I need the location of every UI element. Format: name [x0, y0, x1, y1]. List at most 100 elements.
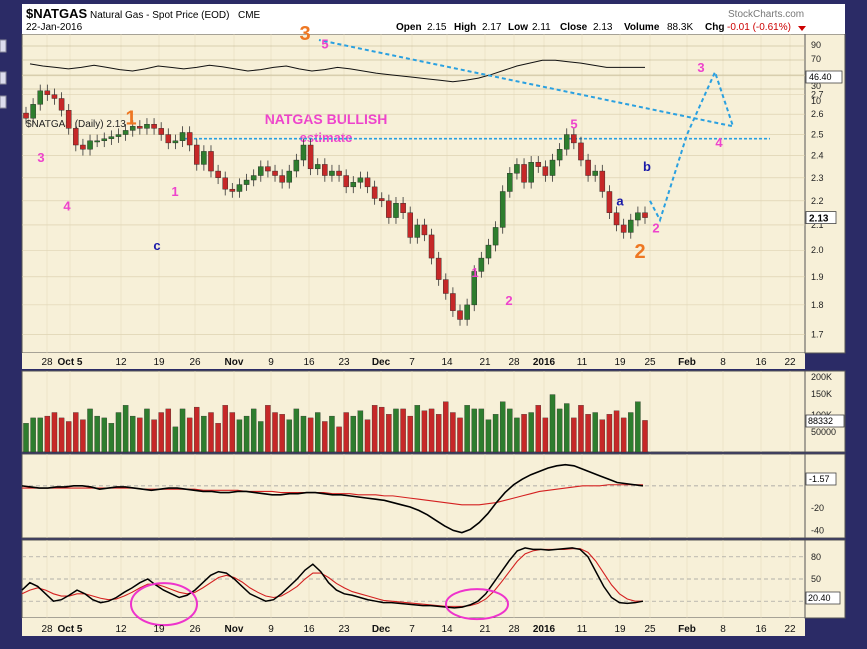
candle [179, 132, 186, 142]
volume-tick-label: 200K [811, 372, 832, 382]
candle [443, 279, 449, 294]
price-tick-label: 2.2 [811, 196, 824, 206]
volume-bar [414, 405, 421, 453]
volume-bar [507, 408, 513, 453]
osc2-tick-label: 80 [811, 552, 821, 562]
volume-bar [258, 421, 264, 453]
candle [272, 170, 278, 176]
volume-bar [73, 412, 79, 453]
price-tick-label: 1.7 [811, 330, 824, 340]
chg-dropdown-icon[interactable] [798, 26, 806, 31]
candle [286, 170, 293, 183]
x-tick-label-top: 14 [441, 357, 453, 368]
volume-bar [137, 417, 143, 453]
volume-bar [386, 414, 392, 453]
x-tick-label-top: 22 [784, 357, 796, 368]
candle [578, 142, 584, 161]
candle [165, 134, 172, 144]
candle [30, 104, 36, 119]
volume-bar [379, 406, 385, 453]
price-tick-label: 2.0 [811, 245, 824, 255]
volume-bar [30, 417, 36, 453]
mini-osc-tick-label: 10 [811, 96, 821, 106]
osc2-black-line [21, 547, 644, 609]
volume-bar [115, 412, 122, 453]
candle [343, 175, 349, 188]
candle [421, 224, 428, 236]
volume-bar [222, 405, 228, 453]
candle [23, 112, 29, 119]
volume-bar [51, 412, 58, 453]
x-tick-label-bottom: 19 [614, 624, 626, 635]
x-tick-label-bottom: 22 [784, 624, 796, 635]
volume-bar [435, 414, 442, 453]
candle [571, 134, 577, 144]
candle [122, 130, 129, 135]
x-tick-label-bottom: 11 [577, 624, 588, 635]
candle [322, 164, 328, 176]
candle [393, 202, 399, 218]
volume-bar [108, 423, 115, 453]
volume-bar [428, 408, 435, 453]
candle [542, 166, 549, 176]
x-tick-label-top: 16 [755, 357, 767, 368]
candle [528, 162, 534, 183]
volume-bar [542, 417, 549, 453]
window-button-1[interactable] [0, 39, 7, 53]
x-tick-label-bottom: Nov [225, 624, 244, 635]
brand[interactable]: StockCharts.com [728, 9, 804, 20]
candle [201, 151, 207, 165]
volume-bar [578, 405, 584, 453]
price-tick-label: 2.4 [811, 151, 824, 161]
wave-label-major: 3 [299, 23, 310, 45]
candle [144, 124, 150, 129]
osc1-tick-label: -40 [811, 525, 824, 535]
x-tick-label-bottom: 25 [644, 624, 656, 635]
candle [229, 188, 236, 192]
candle [620, 224, 627, 233]
candle [158, 128, 164, 135]
price-tick-label: 2.5 [811, 130, 824, 140]
date: 22-Jan-2016 [26, 22, 83, 33]
x-tick-label-top: Oct 5 [57, 357, 82, 368]
x-tick-label-top: 7 [409, 357, 415, 368]
volume-bar [272, 412, 278, 453]
price-tick-label: 2.7 [811, 90, 824, 100]
header-band [22, 4, 845, 34]
candle [137, 126, 143, 129]
volume-bar [186, 417, 193, 453]
window-button-2[interactable] [0, 71, 7, 85]
candle [400, 202, 406, 213]
volume-bar [144, 408, 150, 453]
quote-open: 2.15 [427, 22, 447, 33]
volume-bar [236, 419, 243, 453]
candle [492, 227, 499, 246]
volume-bar [628, 412, 634, 453]
candle [386, 200, 392, 218]
candle [73, 128, 79, 146]
candle [464, 304, 470, 320]
quote-chg: -0.01 (-0.61%) [727, 22, 791, 33]
candle [556, 149, 563, 161]
x-tick-label-top: 19 [614, 357, 626, 368]
volume-bar [336, 426, 342, 453]
candle [450, 293, 456, 311]
x-tick-label-top: 2016 [533, 357, 556, 368]
wave-label-minor: 1 [171, 184, 178, 199]
window-button-3[interactable] [0, 95, 7, 109]
volume-bar [635, 401, 641, 453]
quote-chg-label: Chg [705, 22, 724, 33]
volume-bar [357, 410, 364, 453]
volume-bar [293, 408, 300, 453]
volume-bar [343, 412, 349, 453]
price-panel [21, 33, 806, 354]
volume-bar [620, 417, 627, 453]
wave-label-abc: a [616, 194, 624, 209]
candle [592, 170, 598, 176]
volume-axis-strip [804, 370, 846, 453]
osc1-last-value: -1.57 [809, 474, 830, 484]
candle [485, 244, 492, 259]
candle [435, 257, 442, 280]
